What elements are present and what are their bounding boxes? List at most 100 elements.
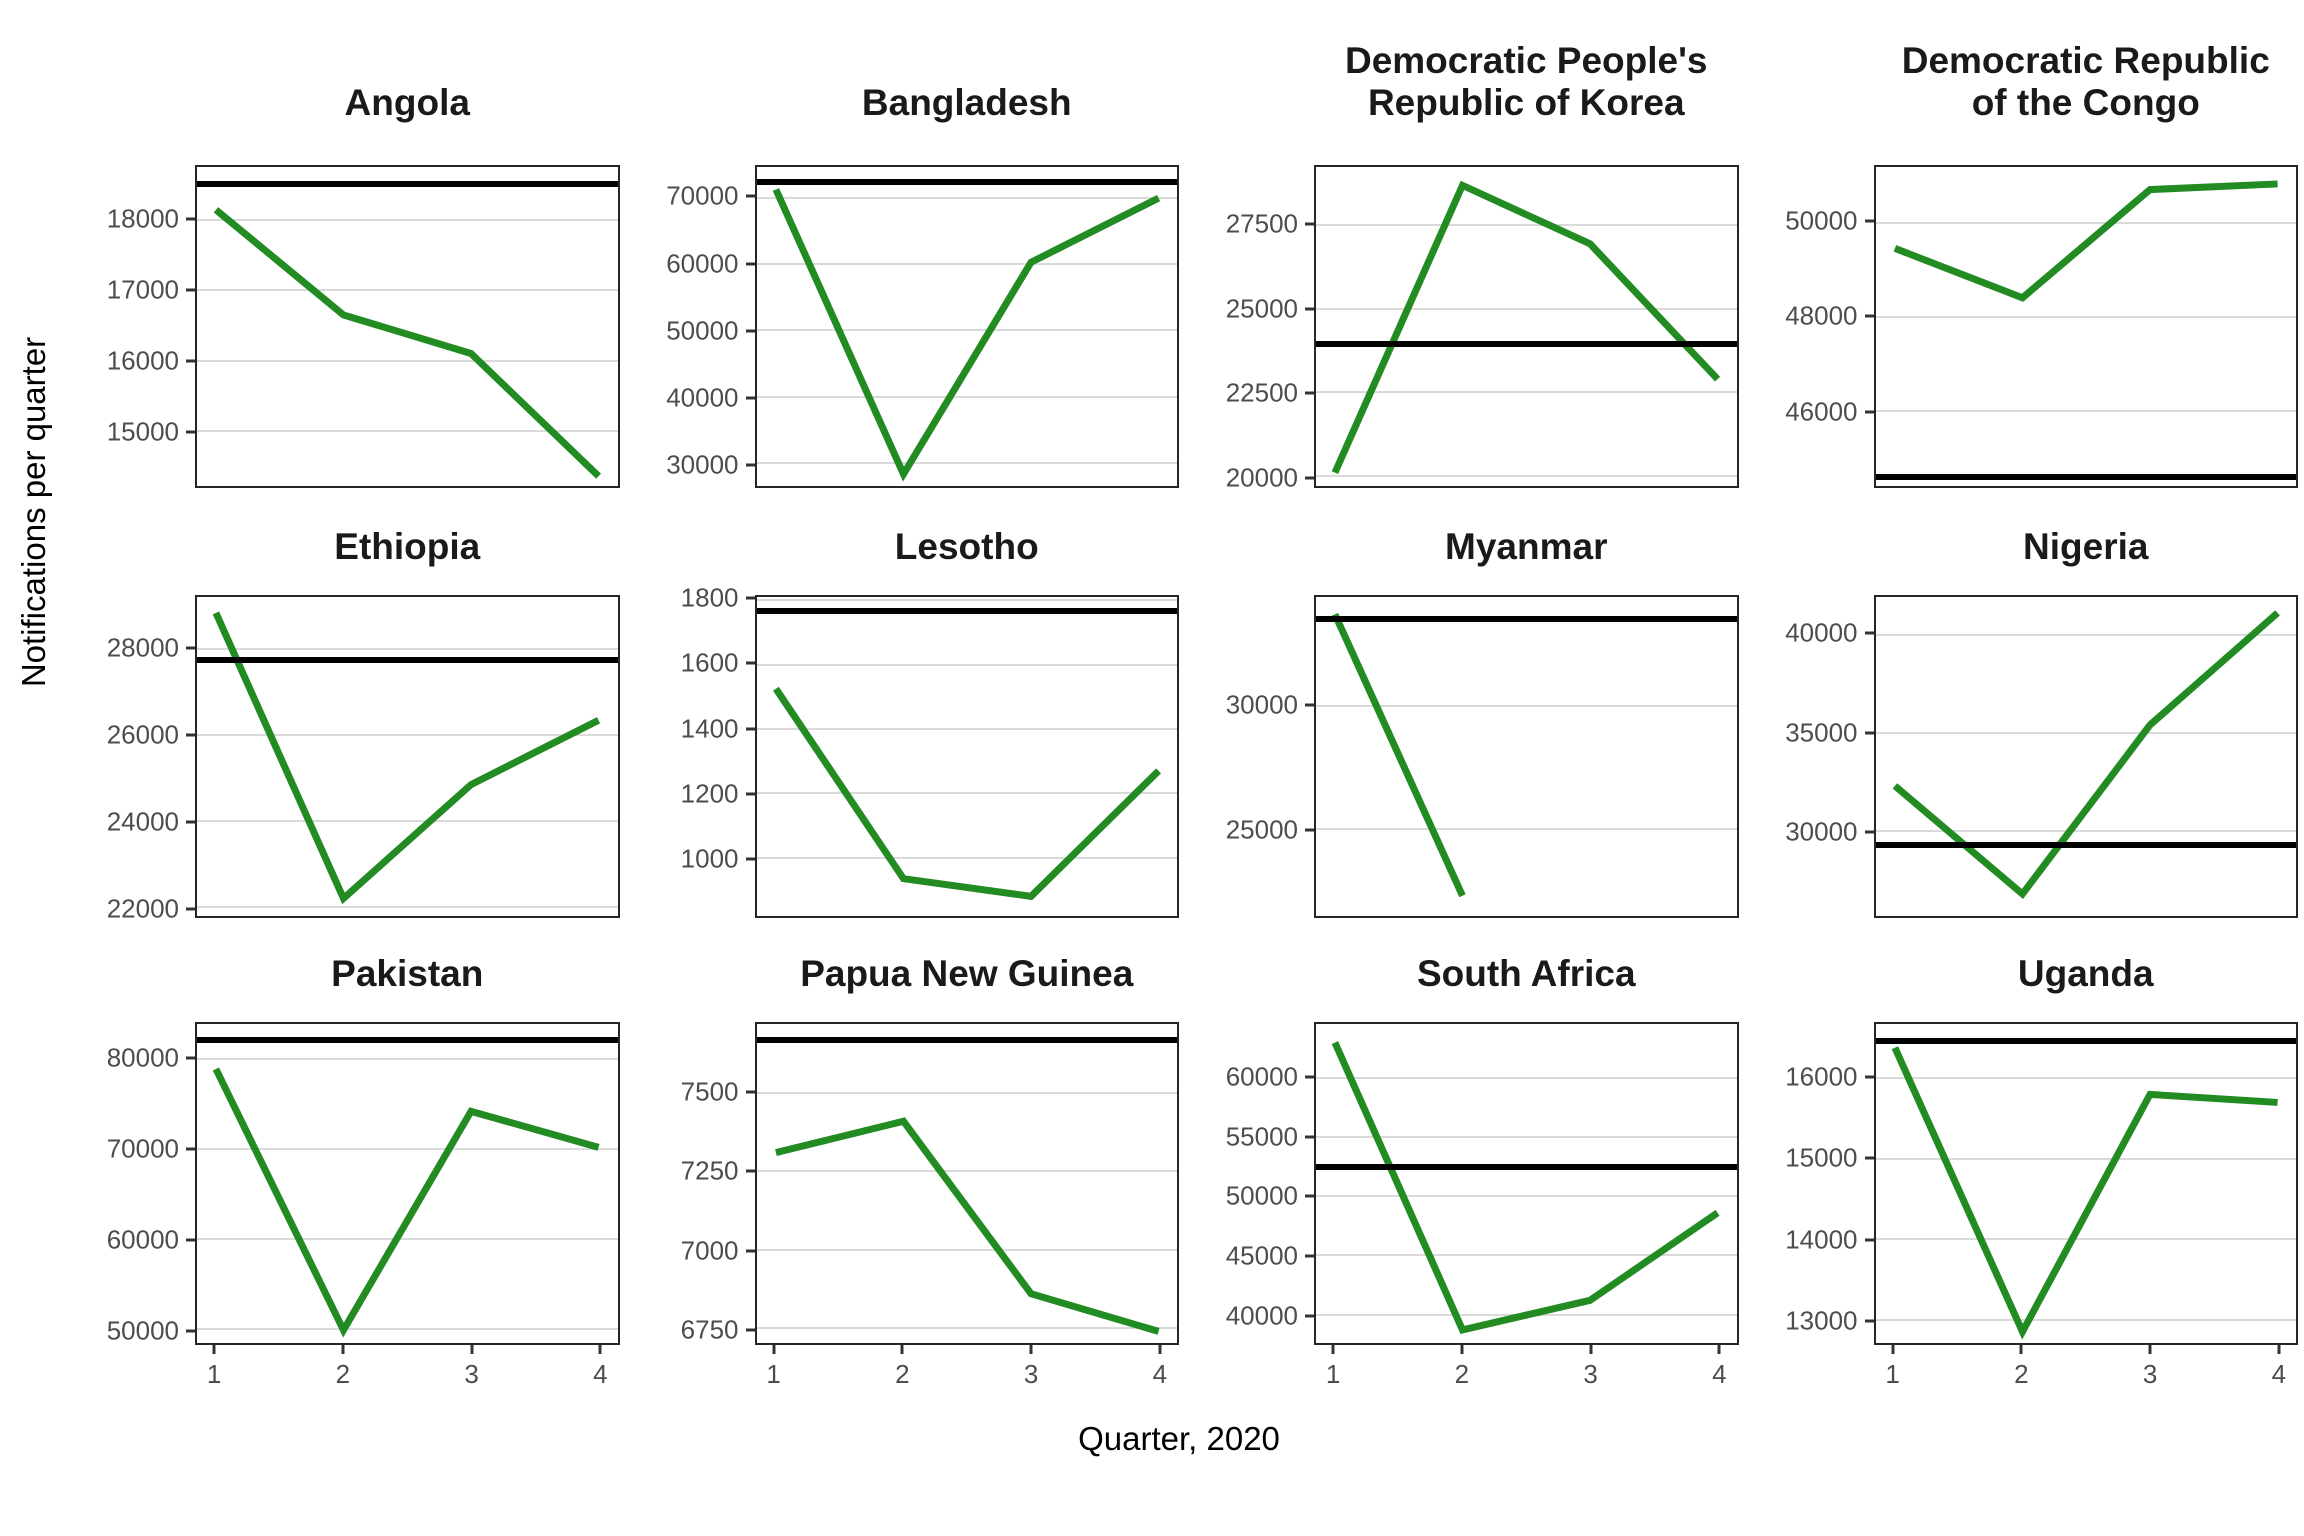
series-plot — [197, 597, 618, 916]
y-tick-label: 22500 — [1225, 377, 1298, 408]
y-tick-label: 50000 — [666, 315, 739, 346]
gridline — [1875, 1318, 2296, 1321]
y-tick-label: 28000 — [106, 632, 179, 663]
y-axis: 30000 40000 50000 60000 70000 — [620, 165, 755, 488]
y-tick-label: 80000 — [106, 1042, 179, 1073]
gridline — [197, 219, 618, 222]
y-tick-mark — [1864, 830, 1874, 834]
y-tick-label: 22000 — [106, 893, 179, 924]
y-tick-mark — [745, 792, 755, 796]
gridline — [1316, 307, 1737, 310]
y-tick-label: 16000 — [106, 345, 179, 376]
x-tick-mark — [1717, 1345, 1721, 1354]
gridline — [756, 1248, 1177, 1251]
y-tick-label: 1000 — [680, 843, 739, 874]
gridline — [1316, 224, 1737, 227]
x-tick-label: 2 — [335, 1359, 351, 1389]
x-tick-mark — [341, 1345, 345, 1354]
y-tick-label: 35000 — [1785, 717, 1858, 748]
gridline — [756, 1327, 1177, 1330]
y-tick-mark — [186, 646, 195, 650]
panel — [1314, 1022, 1739, 1345]
facet: Papua New Guinea 6750 7000 7250 7500 1 2 3 4 — [620, 918, 1180, 1400]
y-tick-mark — [1305, 1135, 1314, 1139]
y-tick-mark — [745, 1090, 755, 1094]
series-plot — [757, 1024, 1178, 1343]
y-tick-mark — [745, 329, 755, 333]
y-tick-label: 15000 — [106, 416, 179, 447]
series-line — [1335, 614, 1463, 895]
x-axis: 1 2 3 4 — [1874, 1345, 2299, 1400]
x-tick-mark — [212, 1345, 216, 1354]
y-tick-label: 25000 — [1225, 293, 1298, 324]
gridline — [1875, 633, 2296, 636]
x-tick-label: 1 — [766, 1359, 781, 1389]
reference-line — [1875, 1038, 2296, 1045]
y-tick-mark — [186, 907, 195, 911]
series-line — [775, 1121, 1158, 1331]
gridline — [197, 1238, 618, 1241]
x-axis: 1 2 3 4 — [195, 1345, 620, 1400]
y-tick-label: 40000 — [1785, 617, 1858, 648]
x-tick-mark — [2148, 1345, 2152, 1354]
series-plot — [1876, 1024, 2297, 1343]
gridline — [1875, 1238, 2296, 1241]
y-tick-label: 16000 — [1785, 1061, 1858, 1092]
series-line — [1335, 185, 1718, 472]
y-tick-mark — [186, 820, 195, 824]
x-tick-label: 1 — [206, 1359, 222, 1389]
y-axis: 30000 35000 40000 — [1739, 595, 1874, 918]
y-tick-label: 48000 — [1785, 300, 1858, 331]
y-axis: 15000 16000 17000 18000 — [60, 165, 195, 488]
y-tick-label: 7500 — [680, 1076, 739, 1107]
gridline — [197, 734, 618, 737]
chart-row: 30000 40000 50000 60000 70000 — [620, 165, 1179, 488]
gridline — [1316, 704, 1737, 707]
facet-title: Pakistan — [331, 953, 484, 995]
y-tick-mark — [1305, 1194, 1314, 1198]
y-tick-label: 15000 — [1785, 1142, 1858, 1173]
gridline — [756, 263, 1177, 266]
chart-row: 46000 48000 50000 — [1739, 165, 2298, 488]
reference-line — [756, 608, 1177, 615]
series-plot — [1316, 1024, 1737, 1343]
series-plot — [197, 167, 618, 486]
series-plot — [757, 597, 1178, 916]
series-plot — [757, 167, 1178, 486]
y-tick-mark — [745, 194, 755, 198]
y-tick-label: 13000 — [1785, 1305, 1858, 1336]
panel — [1314, 165, 1739, 488]
y-tick-label: 1200 — [680, 778, 739, 809]
x-tick-mark — [900, 1345, 904, 1354]
x-tick-label: 2 — [2014, 1359, 2029, 1389]
facet-title: Angola — [344, 82, 470, 124]
gridline — [756, 329, 1177, 332]
chart-row: 50000 60000 70000 80000 — [60, 1022, 620, 1346]
x-tick-mark — [598, 1345, 602, 1354]
y-tick-label: 7250 — [680, 1155, 739, 1186]
y-tick-mark — [186, 430, 195, 434]
panel — [754, 165, 1179, 488]
y-tick-label: 60000 — [666, 248, 739, 278]
series-line — [216, 1069, 599, 1330]
gridline — [1316, 474, 1737, 477]
x-tick-label: 4 — [1712, 1359, 1727, 1389]
y-tick-label: 1400 — [680, 713, 739, 744]
gridline — [756, 663, 1177, 666]
facet: South Africa 40000 45000 50000 55000 60000 1 2 3… — [1179, 918, 1739, 1400]
reference-line — [1316, 615, 1737, 622]
gridline — [1316, 391, 1737, 394]
y-tick-label: 50000 — [1785, 205, 1858, 236]
x-tick-mark — [1331, 1345, 1335, 1354]
gridline — [1875, 830, 2296, 833]
facet: Democratic Republic of the Congo 46000 480… — [1739, 30, 2298, 488]
y-tick-label: 70000 — [106, 1133, 179, 1164]
x-axis: 1 2 3 4 — [755, 1345, 1180, 1400]
facet-title: Bangladesh — [861, 82, 1072, 124]
reference-line — [1316, 341, 1737, 348]
y-tick-mark — [1864, 1238, 1874, 1242]
gridline — [197, 648, 618, 651]
y-tick-mark — [1305, 307, 1314, 311]
x-tick-label: 1 — [1325, 1359, 1341, 1389]
